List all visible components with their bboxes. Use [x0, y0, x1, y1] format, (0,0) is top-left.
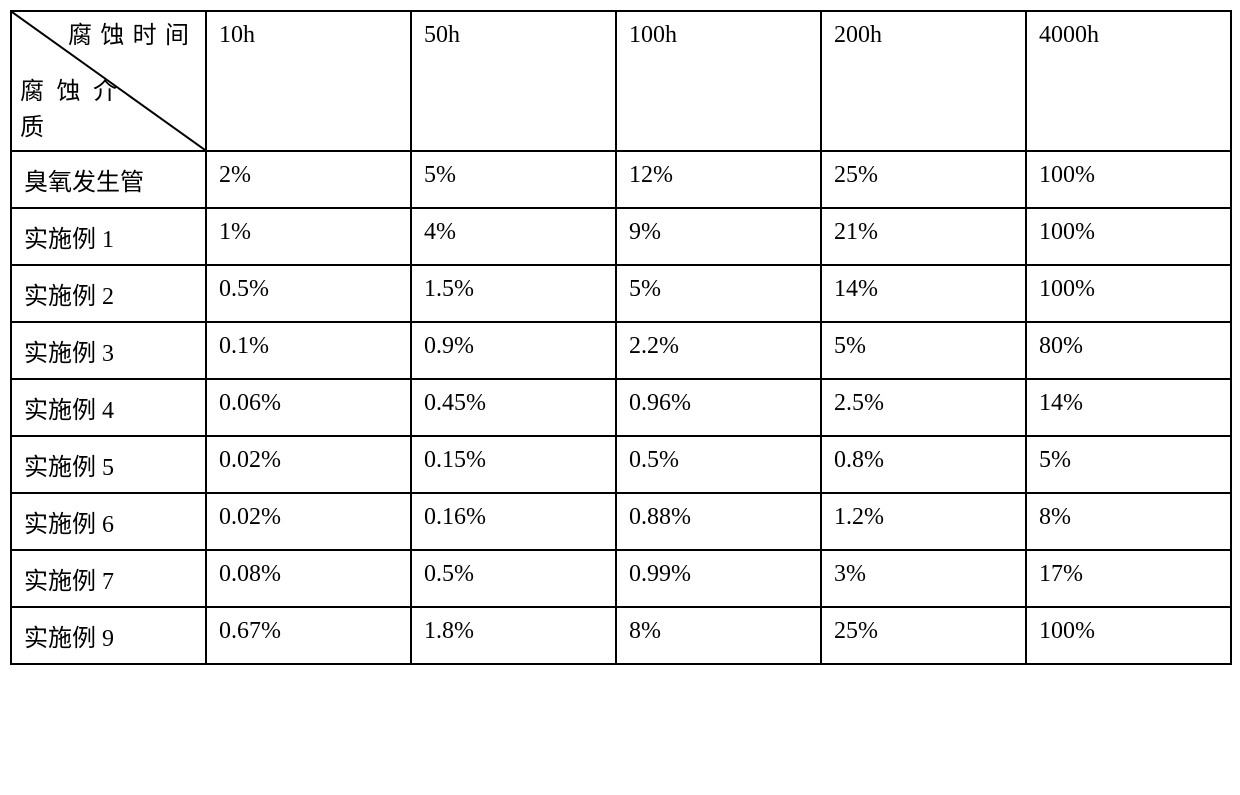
data-cell: 1%	[206, 208, 411, 265]
table-body: 臭氧发生管 2% 5% 12% 25% 100% 实施例 1 1% 4% 9% …	[11, 151, 1231, 664]
data-cell: 0.5%	[206, 265, 411, 322]
row-label: 实施例 1	[11, 208, 206, 265]
data-cell: 0.5%	[411, 550, 616, 607]
table-row: 实施例 4 0.06% 0.45% 0.96% 2.5% 14%	[11, 379, 1231, 436]
data-cell: 25%	[821, 607, 1026, 664]
data-cell: 17%	[1026, 550, 1231, 607]
data-cell: 4%	[411, 208, 616, 265]
row-label: 实施例 3	[11, 322, 206, 379]
data-cell: 21%	[821, 208, 1026, 265]
data-cell: 0.08%	[206, 550, 411, 607]
table-row: 实施例 9 0.67% 1.8% 8% 25% 100%	[11, 607, 1231, 664]
data-cell: 2%	[206, 151, 411, 208]
table-row: 实施例 2 0.5% 1.5% 5% 14% 100%	[11, 265, 1231, 322]
table-row: 实施例 1 1% 4% 9% 21% 100%	[11, 208, 1231, 265]
column-header: 10h	[206, 11, 411, 151]
data-cell: 9%	[616, 208, 821, 265]
data-cell: 8%	[1026, 493, 1231, 550]
data-cell: 5%	[616, 265, 821, 322]
data-cell: 3%	[821, 550, 1026, 607]
data-cell: 0.15%	[411, 436, 616, 493]
data-cell: 5%	[1026, 436, 1231, 493]
data-cell: 100%	[1026, 265, 1231, 322]
row-label: 实施例 9	[11, 607, 206, 664]
data-cell: 100%	[1026, 208, 1231, 265]
data-cell: 2.5%	[821, 379, 1026, 436]
data-cell: 5%	[411, 151, 616, 208]
data-cell: 0.16%	[411, 493, 616, 550]
data-cell: 8%	[616, 607, 821, 664]
data-cell: 0.88%	[616, 493, 821, 550]
diagonal-header-cell: 腐蚀时间 腐蚀介质	[11, 11, 206, 151]
data-cell: 25%	[821, 151, 1026, 208]
row-label: 实施例 4	[11, 379, 206, 436]
row-label: 实施例 7	[11, 550, 206, 607]
data-cell: 5%	[821, 322, 1026, 379]
data-cell: 1.5%	[411, 265, 616, 322]
row-label: 臭氧发生管	[11, 151, 206, 208]
table-row: 实施例 5 0.02% 0.15% 0.5% 0.8% 5%	[11, 436, 1231, 493]
data-cell: 0.06%	[206, 379, 411, 436]
diagonal-header-bottom: 腐蚀介质	[20, 74, 125, 146]
data-cell: 0.67%	[206, 607, 411, 664]
data-cell: 0.96%	[616, 379, 821, 436]
table-row: 臭氧发生管 2% 5% 12% 25% 100%	[11, 151, 1231, 208]
data-cell: 1.8%	[411, 607, 616, 664]
data-cell: 80%	[1026, 322, 1231, 379]
table-row: 实施例 3 0.1% 0.9% 2.2% 5% 80%	[11, 322, 1231, 379]
column-header: 50h	[411, 11, 616, 151]
data-cell: 0.9%	[411, 322, 616, 379]
corrosion-data-table: 腐蚀时间 腐蚀介质 10h 50h 100h 200h 4000h 臭氧发生管 …	[10, 10, 1232, 665]
data-cell: 2.2%	[616, 322, 821, 379]
table-header-row: 腐蚀时间 腐蚀介质 10h 50h 100h 200h 4000h	[11, 11, 1231, 151]
data-cell: 0.02%	[206, 436, 411, 493]
table-row: 实施例 7 0.08% 0.5% 0.99% 3% 17%	[11, 550, 1231, 607]
data-cell: 0.02%	[206, 493, 411, 550]
data-cell: 0.45%	[411, 379, 616, 436]
row-label: 实施例 6	[11, 493, 206, 550]
data-cell: 14%	[1026, 379, 1231, 436]
data-cell: 0.5%	[616, 436, 821, 493]
column-header: 4000h	[1026, 11, 1231, 151]
data-cell: 100%	[1026, 151, 1231, 208]
data-cell: 0.99%	[616, 550, 821, 607]
data-cell: 14%	[821, 265, 1026, 322]
data-cell: 0.1%	[206, 322, 411, 379]
table-row: 实施例 6 0.02% 0.16% 0.88% 1.2% 8%	[11, 493, 1231, 550]
column-header: 100h	[616, 11, 821, 151]
data-cell: 12%	[616, 151, 821, 208]
data-cell: 1.2%	[821, 493, 1026, 550]
data-cell: 100%	[1026, 607, 1231, 664]
column-header: 200h	[821, 11, 1026, 151]
row-label: 实施例 5	[11, 436, 206, 493]
row-label: 实施例 2	[11, 265, 206, 322]
data-cell: 0.8%	[821, 436, 1026, 493]
diagonal-header-top: 腐蚀时间	[68, 18, 197, 54]
